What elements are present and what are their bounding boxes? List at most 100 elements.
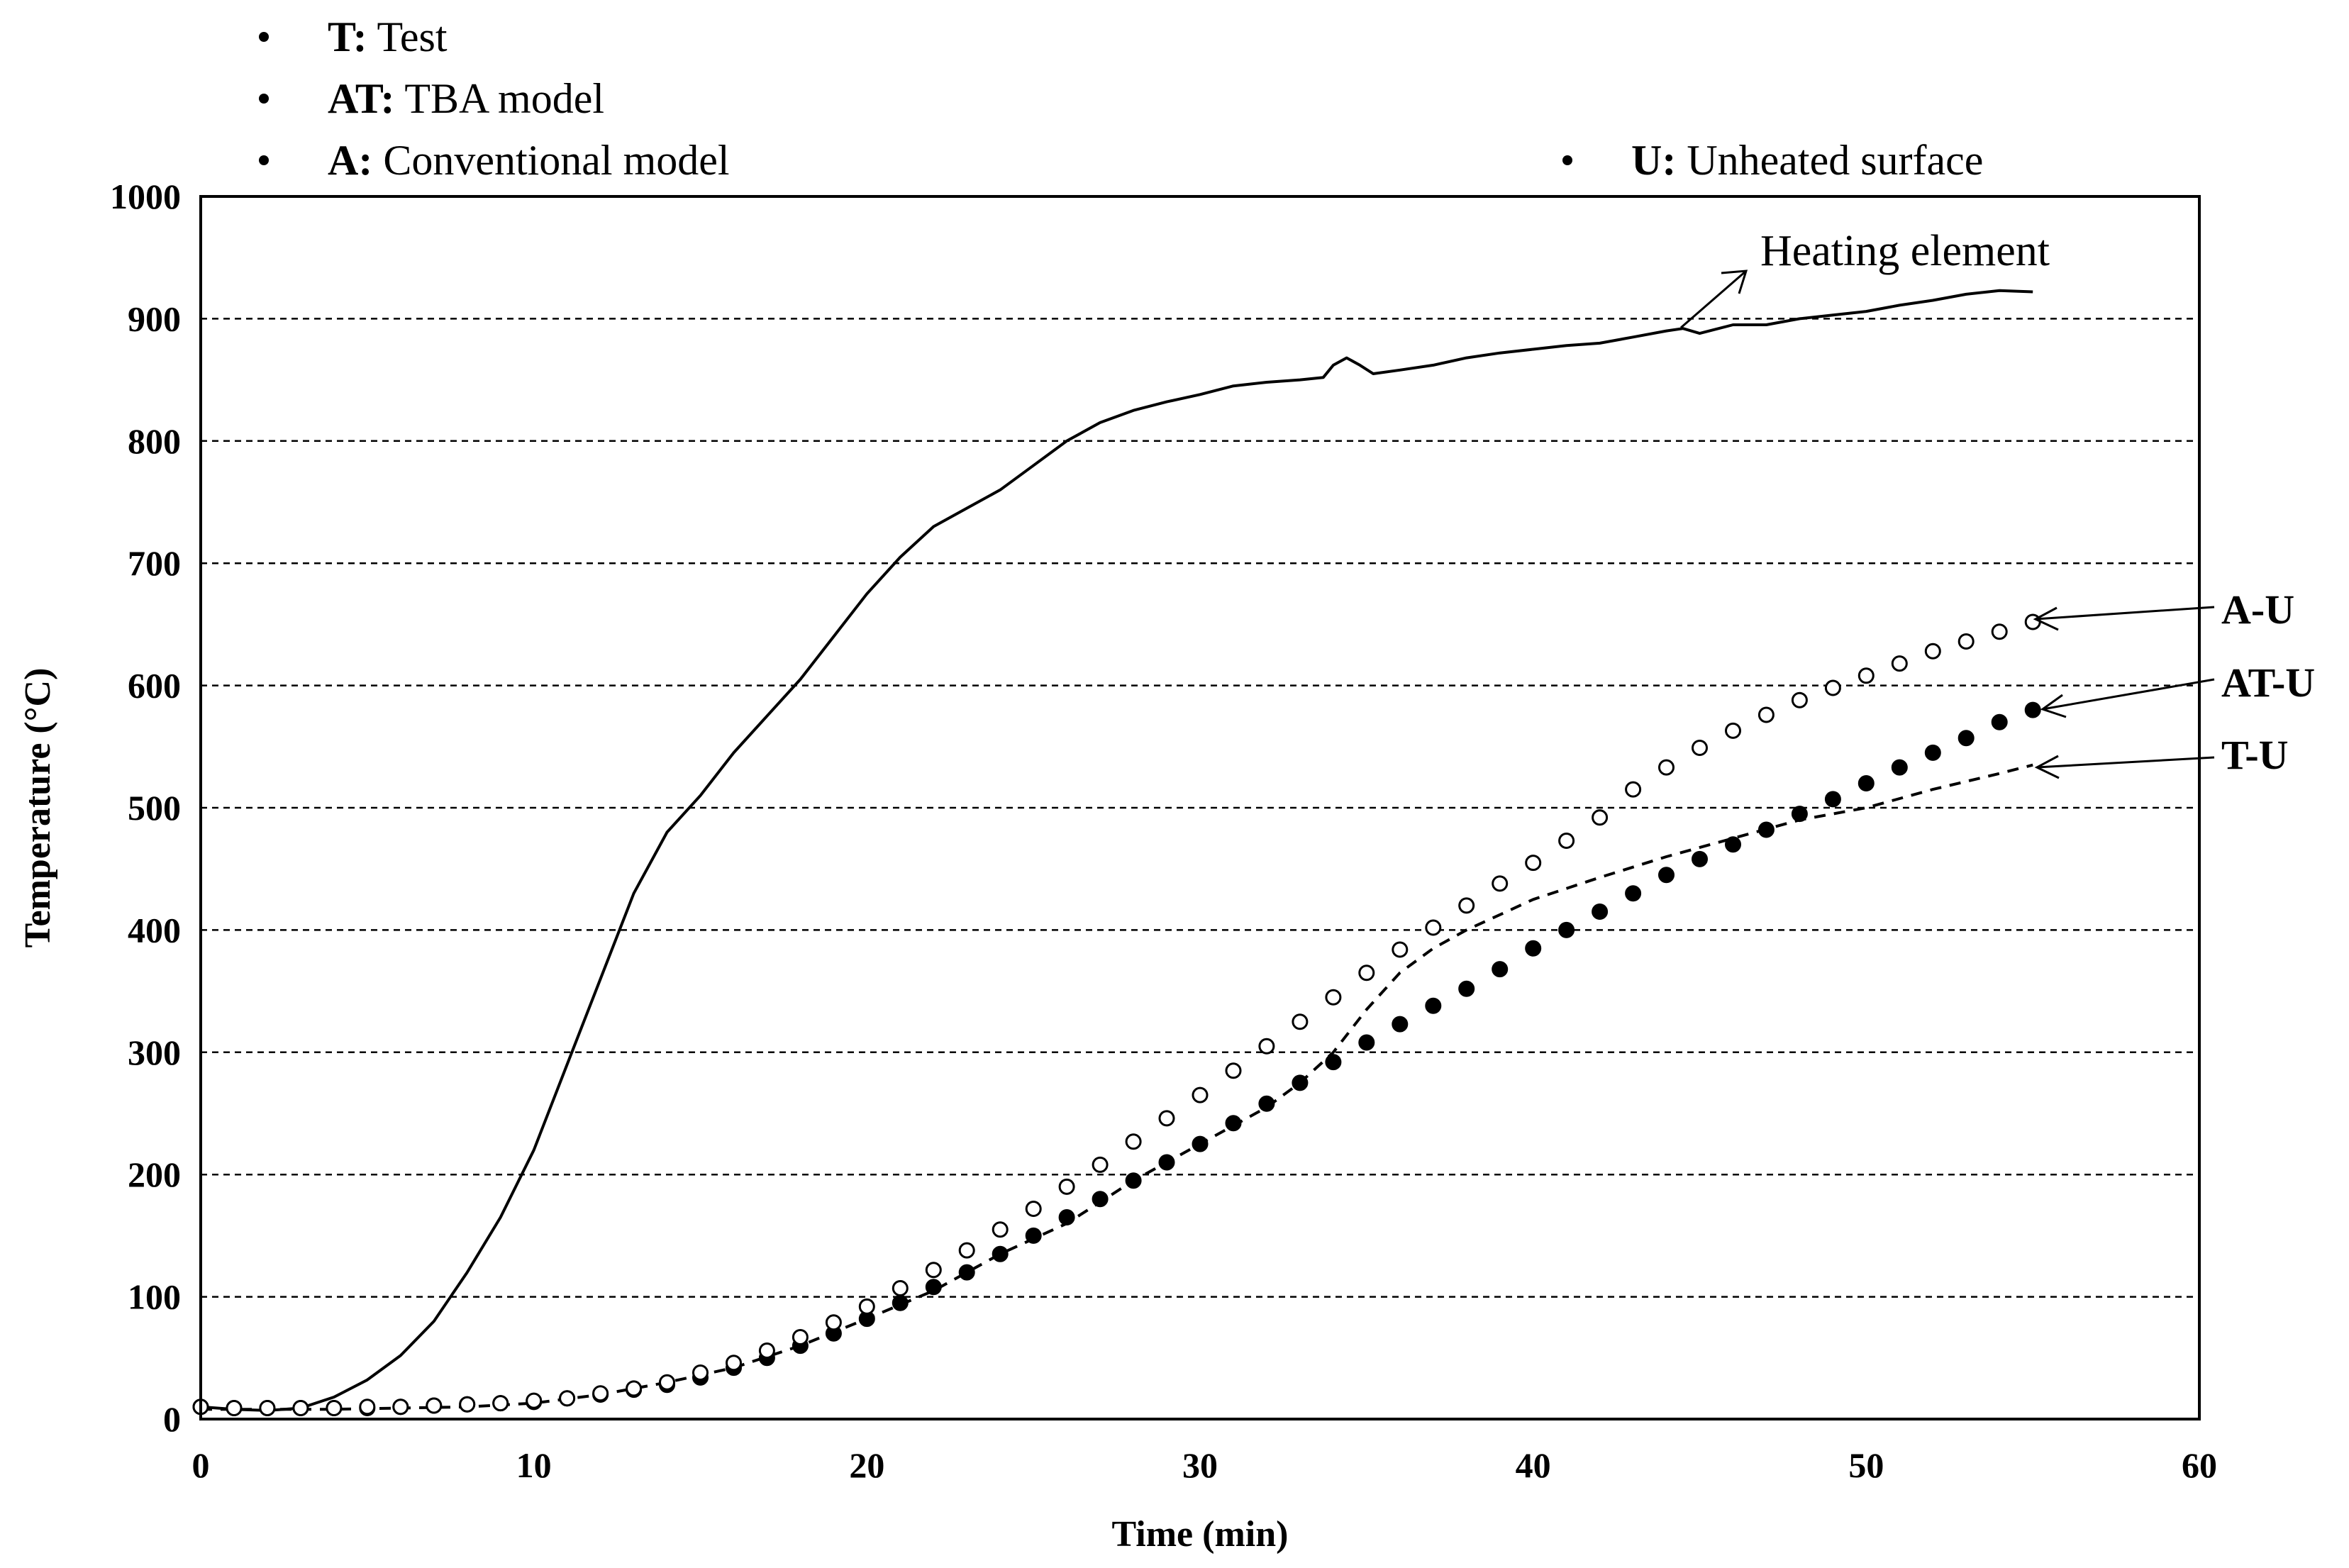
a-u-point: [259, 1400, 276, 1416]
legend-item-unheated: U: Unheated surface: [1631, 137, 1983, 184]
at-u-point: [1958, 730, 1975, 747]
a-u-point: [1791, 691, 1808, 708]
at-u-point: [1625, 885, 1642, 902]
t-u-arrow: [2036, 756, 2215, 769]
a-u-point: [326, 1400, 343, 1416]
at-u-point: [1692, 850, 1708, 867]
at-u-point: [1658, 867, 1675, 884]
a-u-point: [1325, 989, 1342, 1006]
a-u-point: [1258, 1038, 1275, 1055]
at-u-label: AT-U: [2221, 660, 2315, 706]
at-u-point: [1791, 806, 1808, 823]
at-u-point: [1891, 759, 1908, 776]
at-u-point: [1458, 980, 1475, 997]
y-axis-title: Temperature (°C): [18, 668, 58, 948]
a-u-arrowhead: [2033, 606, 2059, 631]
a-u-arrow: [2035, 606, 2215, 621]
a-u-point: [559, 1390, 576, 1407]
y-tick-label: 600: [128, 666, 181, 706]
legend-item-tba: AT: TBA model: [328, 75, 604, 122]
legend-item-test: T: Test: [328, 13, 448, 60]
at-u-point: [1425, 997, 1442, 1014]
a-u-point: [1991, 623, 2008, 640]
a-u-point: [858, 1298, 875, 1315]
data-series: [192, 289, 2041, 1416]
a-u-point: [1958, 633, 1975, 650]
at-u-point: [1025, 1227, 1042, 1244]
a-u-point: [1492, 875, 1509, 892]
at-u-point: [1592, 903, 1609, 920]
x-tick-label: 60: [2182, 1445, 2217, 1485]
at-u-point: [958, 1264, 975, 1281]
at-u-arrowhead: [2040, 694, 2067, 718]
a-u-point: [459, 1396, 476, 1413]
x-tick-label: 10: [516, 1445, 552, 1485]
legend-item-conventional: A: Conventional model: [328, 137, 730, 184]
y-tick-label: 0: [163, 1399, 181, 1439]
at-u-point: [1158, 1154, 1175, 1171]
a-u-point: [359, 1399, 376, 1416]
x-tick-label: 30: [1182, 1445, 1218, 1485]
a-u-point: [526, 1392, 543, 1409]
at-u-point: [1558, 921, 1575, 938]
at-u-point: [1725, 836, 1741, 853]
a-u-point: [1857, 667, 1875, 684]
at-u-point: [1392, 1016, 1409, 1033]
legend: T: Test AT: TBA model A: Conventional mo…: [259, 13, 1983, 184]
a-u-point: [1392, 941, 1409, 958]
a-u-point: [792, 1329, 809, 1345]
annotation-arrows: [1680, 269, 2215, 779]
x-tick-label: 20: [849, 1445, 884, 1485]
legend-bullet-tba: [259, 94, 269, 104]
y-tick-label: 900: [128, 299, 181, 338]
at-u-point: [2024, 701, 2041, 718]
at-u-point: [1192, 1135, 1209, 1152]
at-u-point: [1325, 1054, 1342, 1071]
t-u-arrowhead: [2034, 755, 2060, 779]
at-u-point: [1125, 1172, 1142, 1189]
y-tick-label: 1000: [110, 177, 181, 216]
x-tick-label: 50: [1848, 1445, 1884, 1485]
legend-bullet-unheated: [1562, 155, 1572, 165]
a-u-point: [1725, 722, 1741, 739]
a-u-point: [992, 1221, 1009, 1238]
at-u-point: [992, 1245, 1009, 1262]
a-u-point: [925, 1262, 942, 1279]
a-u-point: [758, 1342, 775, 1359]
a-u-point: [1292, 1013, 1309, 1030]
y-tick-label: 400: [128, 910, 181, 950]
y-tick-label: 200: [128, 1155, 181, 1194]
at-u-point: [925, 1279, 942, 1296]
a-u-point: [1757, 706, 1775, 723]
y-tick-label: 500: [128, 788, 181, 828]
a-u-point: [958, 1242, 975, 1259]
at-u-point: [892, 1294, 909, 1311]
a-u-point: [1592, 809, 1609, 826]
at-u-point: [1292, 1074, 1309, 1091]
a-u-point: [1658, 759, 1675, 776]
at-u-point: [1492, 961, 1509, 978]
at-u-point: [1857, 775, 1875, 791]
horizontal-gridlines: [201, 318, 2199, 1298]
x-axis-ticks: 0 10 20 30 40 50 60: [192, 1445, 2218, 1485]
heating-element-arrow: [1680, 269, 1747, 329]
a-u-point: [892, 1280, 909, 1296]
at-u-point: [1991, 713, 2008, 730]
x-tick-label: 0: [192, 1445, 210, 1485]
at-u-point: [1092, 1191, 1109, 1208]
at-u-point: [1924, 744, 1941, 761]
a-u-point: [1558, 833, 1575, 849]
a-u-point: [226, 1400, 243, 1416]
x-axis-title: Time (min): [1112, 1514, 1289, 1555]
at-u-point: [1824, 791, 1841, 808]
a-u-point: [392, 1399, 409, 1416]
a-u-label: A-U: [2221, 586, 2294, 633]
a-u-point: [1192, 1086, 1209, 1103]
t-u-line: [201, 763, 2033, 1411]
a-u-point: [1425, 919, 1442, 936]
legend-bullet-test: [259, 32, 269, 42]
a-u-point: [1125, 1133, 1142, 1150]
at-u-point: [1358, 1034, 1375, 1051]
at-u-arrow: [2042, 678, 2215, 711]
